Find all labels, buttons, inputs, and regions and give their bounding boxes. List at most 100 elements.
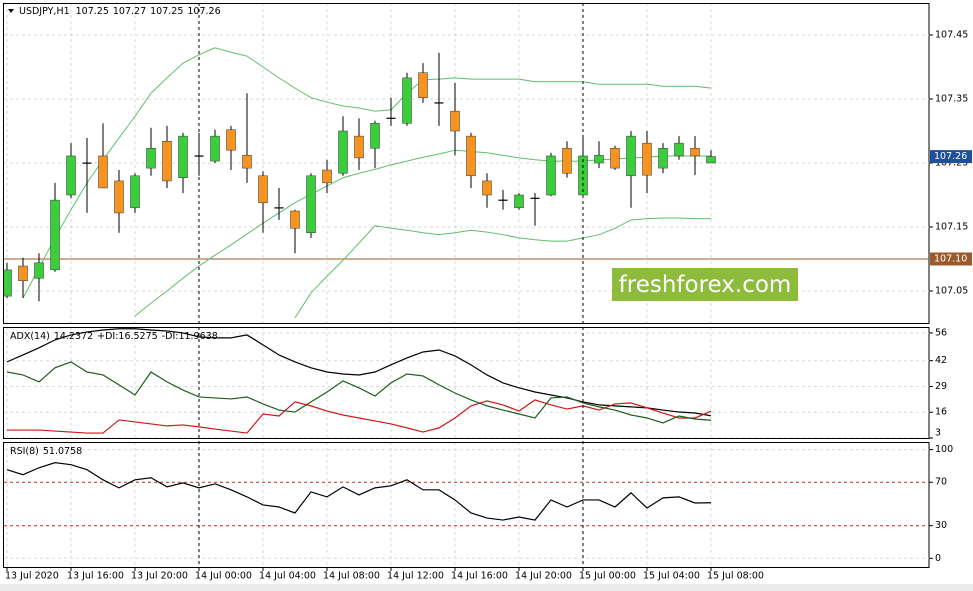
header-item: -DI: <box>162 331 179 342</box>
indicator-header: ADX(14) 14.2372 +DI:16.5275 -DI:11.9638 <box>10 331 218 342</box>
candle-body <box>194 155 204 157</box>
candle-body <box>610 148 620 169</box>
x-tick-label: 13 Jul 16:00 <box>67 571 124 582</box>
panel-frame <box>3 327 930 439</box>
x-tick-label: 15 Jul 08:00 <box>707 571 764 582</box>
y-tick-label: 107.45 <box>935 30 968 41</box>
candle-body <box>242 155 252 169</box>
candle-body <box>258 175 268 203</box>
x-tick-label: 14 Jul 04:00 <box>259 571 316 582</box>
candle-body <box>50 199 60 271</box>
indicator-line <box>22 47 712 299</box>
candle-body <box>34 262 44 279</box>
candle-body <box>338 130 348 174</box>
candle-body <box>354 135 364 159</box>
x-tick-label: 14 Jul 20:00 <box>515 571 572 582</box>
candle-body <box>322 169 332 184</box>
header-item: 14.2372 <box>54 331 93 342</box>
header-item: 107.26 <box>187 6 220 17</box>
y-tick-label: 30 <box>935 520 947 531</box>
candle-body <box>690 148 700 157</box>
candle-body <box>290 210 300 229</box>
x-tick-label: 15 Jul 04:00 <box>643 571 700 582</box>
x-tick-label: 14 Jul 16:00 <box>451 571 508 582</box>
candle-body <box>274 207 284 209</box>
candle-body <box>658 148 668 169</box>
candle-body <box>402 77 412 124</box>
candle-body <box>4 269 12 297</box>
y-tick-label: 42 <box>935 355 947 366</box>
indicator-line <box>294 217 711 319</box>
price-label: 107.10 <box>934 254 967 265</box>
last-price-label: 107.26 <box>934 151 967 162</box>
watermark-box <box>612 268 798 301</box>
candle-body <box>546 155 556 196</box>
y-tick-label: 3 <box>935 428 941 439</box>
indicator-header: RSI(8) 51.0758 <box>10 446 82 457</box>
candle-body <box>306 175 316 234</box>
watermark: freshforex.com <box>619 272 792 298</box>
candle-body <box>434 102 444 104</box>
candle-body <box>178 135 188 178</box>
candle-body <box>162 140 172 182</box>
indicator-line <box>6 328 712 417</box>
candle-body <box>642 142 652 176</box>
indicator-header: USDJPY,H1 107.25 107.27 107.25 107.26 <box>19 6 221 17</box>
candle-body <box>562 148 572 174</box>
candle-body <box>146 148 156 169</box>
x-tick-label: 13 Jul 20:00 <box>131 571 188 582</box>
candle-body <box>82 162 92 164</box>
y-tick-label: 107.35 <box>935 94 968 105</box>
indicator-line <box>7 399 712 434</box>
header-item: USDJPY,H1 <box>19 6 70 17</box>
candle-body <box>514 194 524 209</box>
panel-frame <box>3 442 930 568</box>
y-tick-label: 107.05 <box>935 286 968 297</box>
header-item: +DI: <box>97 331 118 342</box>
x-tick-label: 14 Jul 00:00 <box>195 571 252 582</box>
price-label-box <box>930 252 972 266</box>
y-tick-label: 16 <box>935 407 947 418</box>
x-tick-label: 13 Jul 2020 <box>5 571 59 582</box>
panel <box>4 443 929 567</box>
candle-body <box>130 175 140 209</box>
candle-body <box>370 123 380 149</box>
header-item: 107.25 <box>150 6 183 17</box>
candle-body <box>66 155 76 196</box>
candle-body <box>98 155 108 189</box>
candle-body <box>530 197 540 199</box>
y-tick-label: 100 <box>935 444 953 455</box>
header-item: 51.0758 <box>43 446 82 457</box>
candle-body <box>498 199 508 201</box>
candle-body <box>226 129 236 151</box>
candle-body <box>210 135 220 162</box>
y-tick-label: 70 <box>935 477 947 488</box>
candle-body <box>626 135 636 177</box>
y-tick-label: 107.15 <box>935 222 968 233</box>
indicator-line <box>6 361 712 424</box>
y-tick-label: 56 <box>935 328 947 339</box>
menu-triangle <box>8 9 14 13</box>
header-item: 107.25 <box>76 6 109 17</box>
header-item: 16.5275 <box>118 331 157 342</box>
candle-body <box>450 110 460 132</box>
x-tick-label: 15 Jul 00:00 <box>579 571 636 582</box>
header-item: ADX(14) <box>10 331 50 342</box>
candle-body <box>114 180 124 214</box>
candle-body <box>418 72 428 98</box>
x-tick-label: 14 Jul 12:00 <box>387 571 444 582</box>
candle-body <box>706 156 716 164</box>
y-tick-label: 29 <box>935 381 947 392</box>
header-item: RSI(8) <box>10 446 39 457</box>
y-tick-label: 0 <box>935 553 941 564</box>
x-tick-label: 14 Jul 08:00 <box>323 571 380 582</box>
bottom-strip <box>0 584 973 591</box>
header-item: 107.27 <box>113 6 146 17</box>
indicator-line <box>6 462 712 521</box>
candle-body <box>594 155 604 164</box>
candle-body <box>386 117 396 119</box>
last-price-box <box>930 150 972 164</box>
candle-body <box>482 180 492 196</box>
candle-body <box>674 142 684 157</box>
